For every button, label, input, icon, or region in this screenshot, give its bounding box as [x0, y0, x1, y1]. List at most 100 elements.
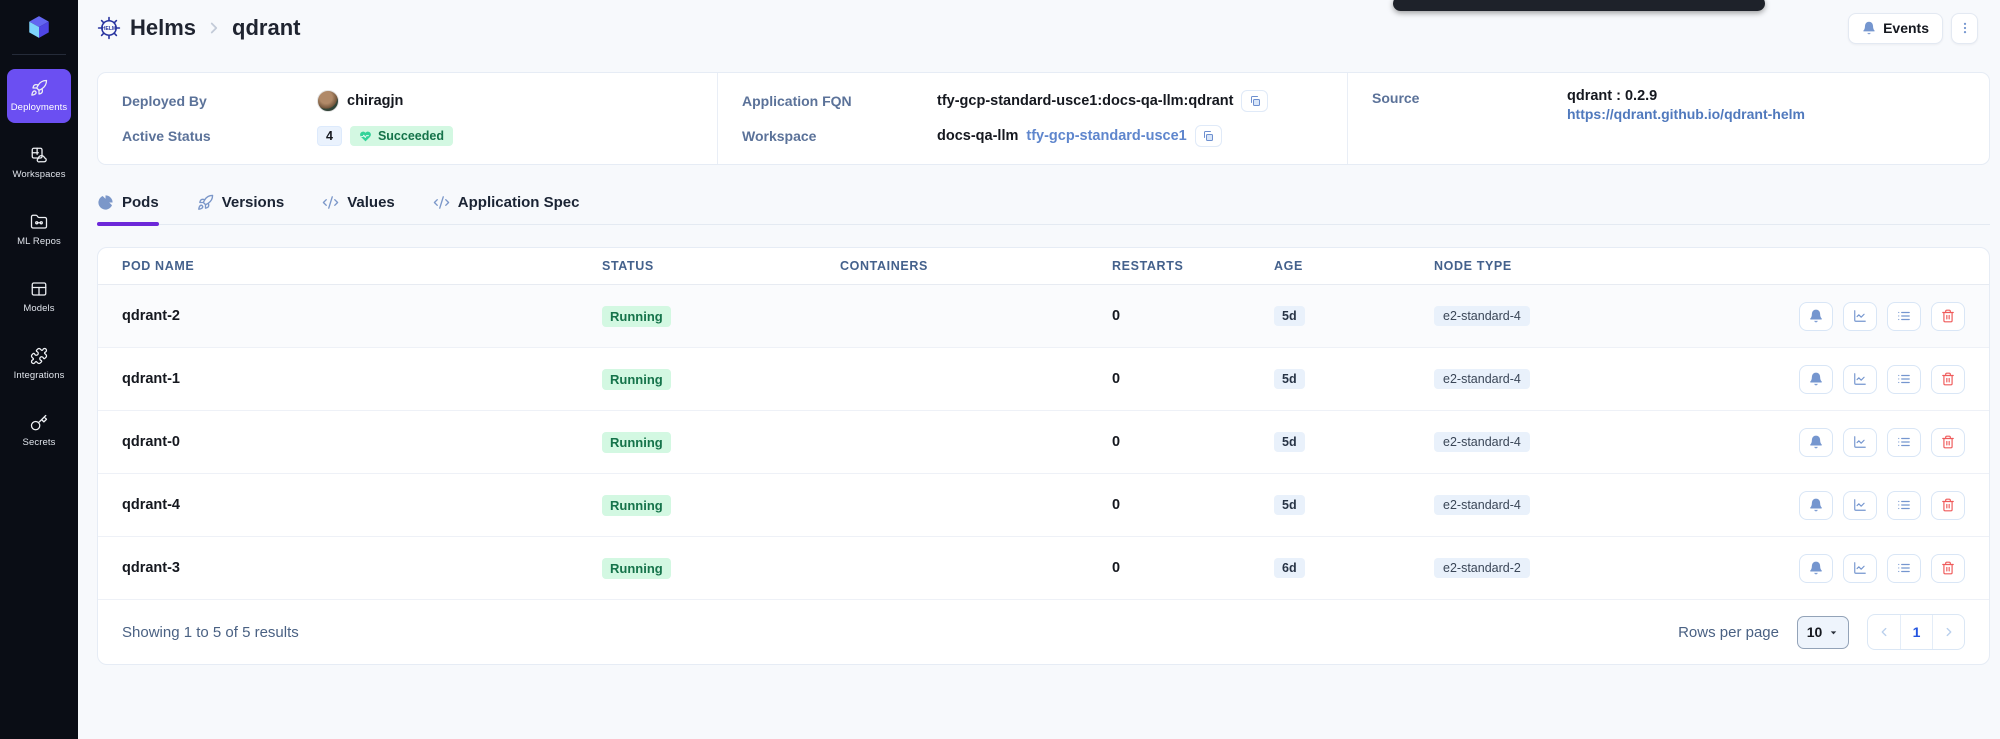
trash-icon [1942, 498, 1954, 512]
heart-pulse-icon [360, 131, 371, 141]
next-page-button[interactable] [1932, 615, 1964, 649]
restarts-cell: 0 [1112, 497, 1121, 513]
pod-name-cell: qdrant-3 [122, 560, 180, 576]
pod-metrics-button[interactable] [1843, 301, 1877, 331]
pod-metrics-button[interactable] [1843, 364, 1877, 394]
row-actions [1684, 427, 1965, 457]
pod-delete-button[interactable] [1931, 490, 1965, 520]
workspace-cluster-link[interactable]: tfy-gcp-standard-usce1 [1026, 128, 1187, 144]
tab-bar: Pods Versions Values [97, 194, 1990, 226]
sidebar-item-workspaces[interactable]: Workspaces [7, 136, 71, 190]
row-actions [1684, 490, 1965, 520]
pod-delete-button[interactable] [1931, 553, 1965, 583]
sidebar-item-secrets[interactable]: Secrets [7, 404, 71, 458]
copy-icon [1204, 131, 1214, 141]
events-button[interactable]: Events [1848, 12, 1943, 44]
rows-per-page-select[interactable]: 10 [1797, 615, 1849, 649]
sidebar-item-deployments[interactable]: Deployments [7, 69, 71, 123]
rocket-icon [197, 194, 213, 210]
app-logo[interactable] [0, 0, 78, 54]
truefoundry-logo-icon [29, 16, 49, 38]
row-actions [1684, 364, 1965, 394]
trash-icon [1942, 309, 1954, 323]
pod-events-button[interactable] [1799, 490, 1833, 520]
pod-logs-button[interactable] [1887, 427, 1921, 457]
pod-metrics-button[interactable] [1843, 490, 1877, 520]
sidebar-item-label: Secrets [22, 437, 56, 448]
more-options-button[interactable] [1951, 12, 1978, 44]
helm-wheel-icon: HELM [97, 16, 121, 40]
page-title: qdrant [232, 15, 301, 40]
pod-logs-button[interactable] [1887, 490, 1921, 520]
column-header-containers: CONTAINERS [840, 259, 928, 273]
tab-application-spec[interactable]: Application Spec [433, 194, 579, 224]
tab-label: Versions [221, 194, 285, 211]
tab-values[interactable]: Values [322, 194, 395, 224]
pod-events-button[interactable] [1799, 364, 1833, 394]
chevron-right-icon [1946, 627, 1951, 637]
copy-workspace-button[interactable] [1194, 125, 1222, 147]
source-repo-link[interactable]: https://qdrant.github.io/qdrant-helm [1567, 106, 1805, 122]
current-page-button[interactable]: 1 [1900, 615, 1932, 649]
page-content: Deployed By chiragjn Active Status 4 [78, 72, 2000, 665]
sidebar-item-label: Workspaces [12, 169, 66, 180]
tab-pods[interactable]: Pods [97, 194, 159, 226]
pod-delete-button[interactable] [1931, 427, 1965, 457]
age-badge: 5d [1274, 306, 1305, 326]
chart-line-icon [1854, 373, 1866, 385]
code-icon [433, 196, 450, 209]
application-fqn-value: tfy-gcp-standard-usce1:docs-qa-llm:qdran… [937, 93, 1234, 109]
copy-fqn-button[interactable] [1241, 90, 1269, 112]
sidebar-item-models[interactable]: Models [7, 270, 71, 324]
node-type-badge: e2-standard-4 [1434, 495, 1530, 515]
current-page-number: 1 [1912, 624, 1921, 640]
deployed-by-value: chiragjn [347, 93, 404, 109]
row-actions [1684, 301, 1965, 331]
trash-icon [1942, 561, 1954, 575]
column-header-age: AGE [1274, 259, 1303, 273]
table-body: qdrant-2 Running 0 5d e2-standard-4 [98, 285, 1989, 600]
application-fqn-row: Application FQN tfy-gcp-standard-usce1:d… [742, 88, 1323, 114]
deployed-by-label: Deployed By [122, 93, 207, 109]
list-icon [1898, 437, 1910, 447]
pod-logs-button[interactable] [1887, 301, 1921, 331]
tab-versions[interactable]: Versions [197, 194, 285, 224]
copy-icon [1250, 96, 1260, 106]
sidebar-item-integrations[interactable]: Integrations [7, 337, 71, 391]
breadcrumb-section[interactable]: Helms [130, 15, 197, 40]
rows-per-page-value: 10 [1806, 624, 1823, 640]
pod-metrics-button[interactable] [1843, 427, 1877, 457]
age-badge: 6d [1274, 558, 1305, 578]
bell-icon [1810, 435, 1822, 449]
bell-icon [1863, 21, 1875, 35]
pod-logs-button[interactable] [1887, 364, 1921, 394]
pod-name-cell: qdrant-1 [122, 371, 180, 387]
column-header-pod-name: POD NAME [122, 259, 195, 273]
bell-icon [1810, 498, 1822, 512]
list-icon [1898, 563, 1910, 573]
bell-icon [1810, 561, 1822, 575]
pod-delete-button[interactable] [1931, 364, 1965, 394]
sidebar-item-ml-repos[interactable]: ML Repos [7, 203, 71, 257]
pod-events-button[interactable] [1799, 553, 1833, 583]
avatar [317, 90, 339, 112]
pod-events-button[interactable] [1799, 427, 1833, 457]
prev-page-button[interactable] [1868, 615, 1900, 649]
pod-metrics-button[interactable] [1843, 553, 1877, 583]
age-badge: 5d [1274, 432, 1305, 452]
header-actions: Events [1848, 12, 1978, 44]
sidebar-item-label: Integrations [13, 370, 65, 381]
status-running-badge: Running [602, 368, 671, 390]
pagination-controls: Rows per page 10 1 [1678, 614, 1965, 650]
key-icon [30, 414, 48, 431]
pod-events-button[interactable] [1799, 301, 1833, 331]
status-running-badge: Running [602, 431, 671, 453]
row-actions [1684, 553, 1965, 583]
pod-delete-button[interactable] [1931, 301, 1965, 331]
pod-logs-button[interactable] [1887, 553, 1921, 583]
restarts-cell: 0 [1112, 434, 1121, 450]
sidebar-item-label: Models [23, 303, 55, 314]
active-status-label: Active Status [122, 128, 211, 144]
column-header-node-type: NODE TYPE [1434, 259, 1512, 273]
events-button-label: Events [1883, 20, 1929, 36]
